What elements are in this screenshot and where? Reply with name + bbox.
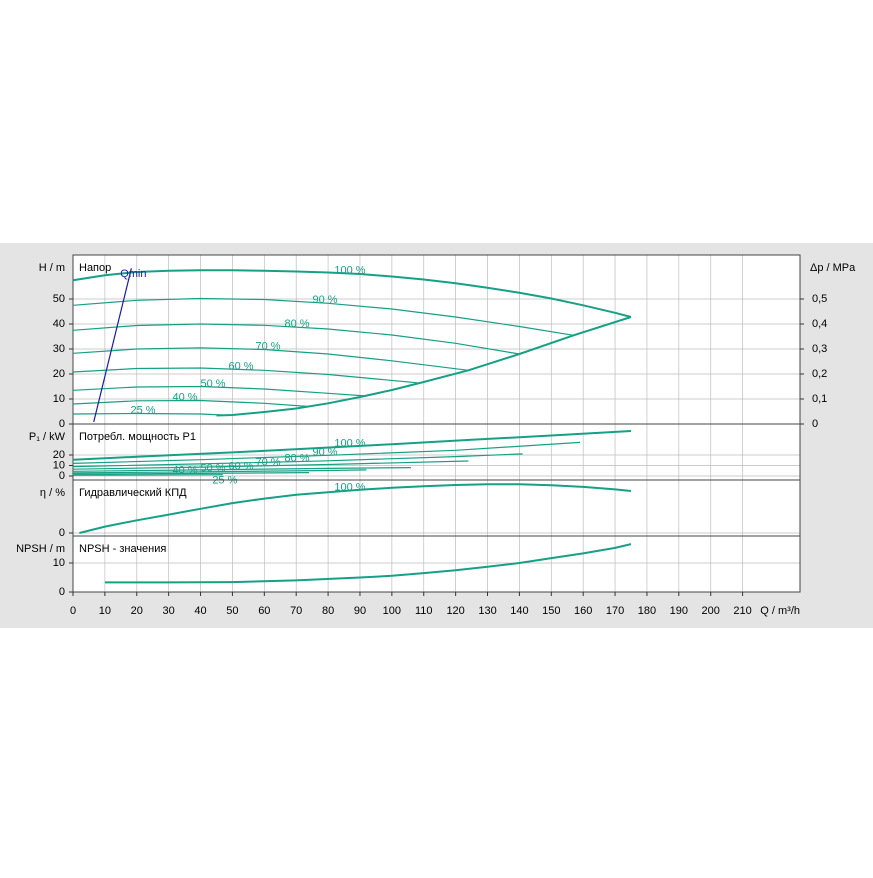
panel-border	[72, 535, 801, 593]
panel-title: NPSH - значения	[79, 543, 166, 555]
x-tick-label: 30	[163, 605, 175, 617]
y2-tick-label: 0,2	[812, 368, 827, 380]
series-label: 80 %	[284, 318, 309, 330]
x-tick-label: 140	[510, 605, 528, 617]
series-label: 70 %	[255, 457, 280, 469]
x-tick-label: 0	[70, 605, 76, 617]
y-tick-label: 20	[53, 449, 65, 461]
series-line	[72, 367, 418, 384]
x-tick-label: 90	[354, 605, 366, 617]
y-axis-label: P₁ / kW	[29, 431, 66, 443]
series-line	[79, 483, 632, 534]
series-line	[72, 323, 520, 355]
series-label: 50 %	[200, 378, 225, 390]
y2-tick-label: 0	[812, 418, 818, 430]
panel-title: Потребл. мощность P1	[79, 431, 196, 443]
x-tick-label: 100	[383, 605, 401, 617]
series-line	[104, 543, 632, 584]
series-line	[93, 268, 132, 423]
x-tick-label: 120	[446, 605, 464, 617]
y-axis-label: H / m	[39, 262, 65, 274]
series-label: 100 %	[334, 437, 365, 449]
x-tick-label: 80	[322, 605, 334, 617]
y2-axis-label: Δp / MPa	[810, 262, 856, 274]
x-tick-label: 20	[131, 605, 143, 617]
series-line	[216, 316, 632, 417]
panel-title: Гидравлический КПД	[79, 487, 187, 499]
x-tick-label: 160	[574, 605, 592, 617]
y-tick-label: 50	[53, 293, 65, 305]
x-tick-label: 50	[226, 605, 238, 617]
y-tick-label: 0	[59, 586, 65, 598]
y2-tick-label: 0,4	[812, 318, 827, 330]
series-line	[72, 474, 223, 476]
series-label: 70 %	[255, 341, 280, 353]
x-tick-label: 190	[670, 605, 688, 617]
series-label: 25 %	[212, 475, 237, 487]
series-line	[72, 430, 632, 461]
series-label: 50 %	[200, 463, 225, 475]
y-tick-label: 40	[53, 318, 65, 330]
series-line	[72, 453, 523, 468]
series-line	[72, 399, 310, 408]
x-axis-label: Q / m³/h	[760, 605, 800, 617]
panel-title: Напор	[79, 262, 111, 274]
series-line	[72, 347, 469, 371]
series-line	[72, 467, 412, 472]
series-label: 80 %	[284, 452, 309, 464]
series-line	[72, 469, 367, 474]
series-label: 90 %	[312, 294, 337, 306]
series-line	[72, 412, 223, 416]
y-tick-label: 20	[53, 368, 65, 380]
x-tick-label: 150	[542, 605, 560, 617]
y-axis-label: η / %	[40, 487, 65, 499]
series-line	[72, 269, 632, 318]
x-tick-label: 70	[290, 605, 302, 617]
series-line	[72, 297, 574, 336]
series-label: 25 %	[130, 404, 155, 416]
y-axis-label: NPSH / m	[16, 543, 65, 555]
series-line	[72, 460, 469, 470]
series-label: 90 %	[312, 446, 337, 458]
x-tick-label: 170	[606, 605, 624, 617]
series-line	[72, 385, 367, 397]
series-label: 60 %	[228, 360, 253, 372]
series-line	[72, 472, 310, 475]
series-label: 40 %	[172, 391, 197, 403]
y-tick-label: 30	[53, 343, 65, 355]
x-tick-label: 110	[415, 605, 433, 617]
x-tick-label: 200	[702, 605, 720, 617]
x-tick-label: 10	[99, 605, 111, 617]
y-tick-label: 10	[53, 459, 65, 471]
y2-tick-label: 0,1	[812, 393, 827, 405]
y-tick-label: 0	[59, 418, 65, 430]
series-label: 100 %	[334, 481, 365, 493]
y2-tick-label: 0,5	[812, 293, 827, 305]
series-label: 40 %	[172, 464, 197, 476]
x-tick-label: 40	[194, 605, 206, 617]
series-line	[72, 441, 581, 464]
series-label: 60 %	[228, 460, 253, 472]
x-tick-label: 210	[733, 605, 751, 617]
series-label: Qmin	[120, 268, 146, 280]
y-tick-label: 0	[59, 470, 65, 482]
y-tick-label: 10	[53, 393, 65, 405]
series-label: 100 %	[334, 264, 365, 276]
x-tick-label: 180	[638, 605, 656, 617]
y2-tick-label: 0,3	[812, 343, 827, 355]
y-tick-label: 0	[59, 527, 65, 539]
y-tick-label: 10	[53, 557, 65, 569]
x-tick-label: 130	[478, 605, 496, 617]
x-tick-label: 60	[258, 605, 270, 617]
